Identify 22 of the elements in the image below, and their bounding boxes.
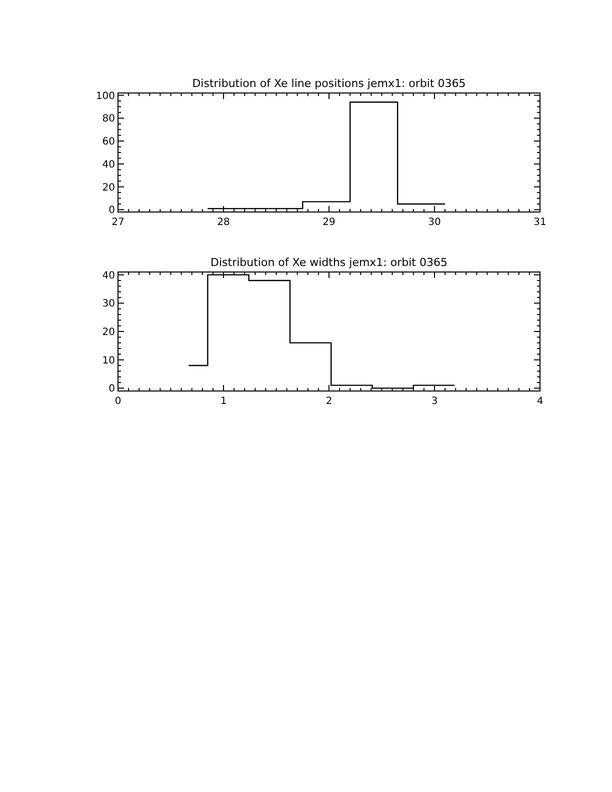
chart-title: Distribution of Xe line positions jemx1: orbit 0365 <box>192 77 466 90</box>
y-tick-label: 0 <box>108 205 115 216</box>
x-tick-label: 29 <box>322 217 336 228</box>
chart-title: Distribution of Xe widths jemx1: orbit 0365 <box>210 256 448 269</box>
y-tick-label: 0 <box>108 384 115 395</box>
y-tick-label: 100 <box>96 90 115 102</box>
x-tick-label: 3 <box>431 396 438 407</box>
x-tick-label: 27 <box>112 217 124 228</box>
y-tick-label: 40 <box>102 270 115 282</box>
x-tick-label: 4 <box>536 396 544 407</box>
y-tick-label: 10 <box>102 355 115 366</box>
x-tick-label: 28 <box>217 217 230 228</box>
x-tick-label: 30 <box>428 217 441 228</box>
y-tick-label: 40 <box>102 159 115 170</box>
y-tick-label: 80 <box>102 114 115 125</box>
x-tick-label: 2 <box>326 396 332 407</box>
x-tick-label: 1 <box>220 396 227 407</box>
y-tick-label: 20 <box>102 182 115 194</box>
y-tick-label: 60 <box>102 136 115 148</box>
y-tick-label: 20 <box>102 327 115 338</box>
x-tick-label: 31 <box>534 217 546 228</box>
y-tick-label: 30 <box>102 298 115 310</box>
